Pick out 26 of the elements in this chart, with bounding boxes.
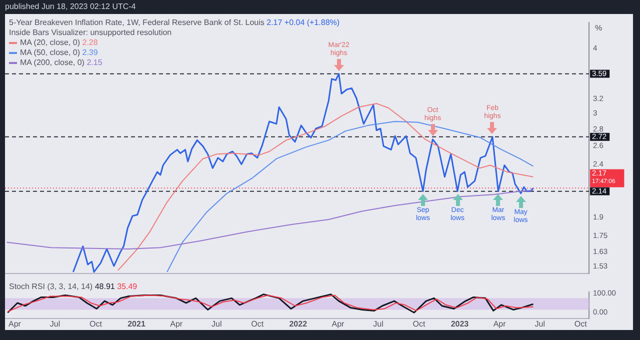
x-tick-label: Apr [170, 319, 183, 328]
x-tick-label: Oct [412, 319, 426, 328]
chart-subtitle: 2.17 +0.04 (+1.88%) [266, 18, 340, 27]
legend-label: MA (200, close, 0) 2.15 [20, 58, 102, 67]
series-label: 35.49 [116, 282, 138, 291]
annotation: Inside Bars Visualizer: unsupported resolution [9, 28, 173, 38]
series-label: 48.91 [94, 282, 115, 291]
legend-label: MA (50, close, 0) 2.39 [20, 48, 98, 57]
y-axis-title: % [595, 24, 602, 33]
x-tick-label: Oct [574, 319, 588, 328]
x-tick-label: Jul [373, 319, 384, 328]
x-tick-label: Jul [212, 319, 222, 328]
x-tick-label: Jul [50, 319, 60, 328]
chart-title: 5-Year Breakeven Inflation Rate, 1W, Federal Reserve Bank of St. Louis [9, 18, 264, 27]
x-tick-label: Oct [90, 319, 103, 328]
x-tick-label: Apr [493, 319, 506, 328]
x-tick-label: Apr [332, 319, 345, 328]
chart-title: Stoch RSI (3, 3, 14, 14) [9, 282, 93, 291]
text: published Jun 18, 2023 02:12 UTC-4 [5, 2, 136, 11]
x-tick-label: Oct [251, 319, 264, 328]
x-tick-label: Apr [8, 319, 22, 328]
x-tick-label: 2021 [128, 319, 146, 328]
x-tick-label: 2023 [450, 319, 470, 328]
x-tick-label: 2022 [289, 319, 308, 328]
x-tick-label: Jul [534, 319, 546, 328]
legend-label: MA (20, close, 0) 2.28 [20, 38, 98, 47]
